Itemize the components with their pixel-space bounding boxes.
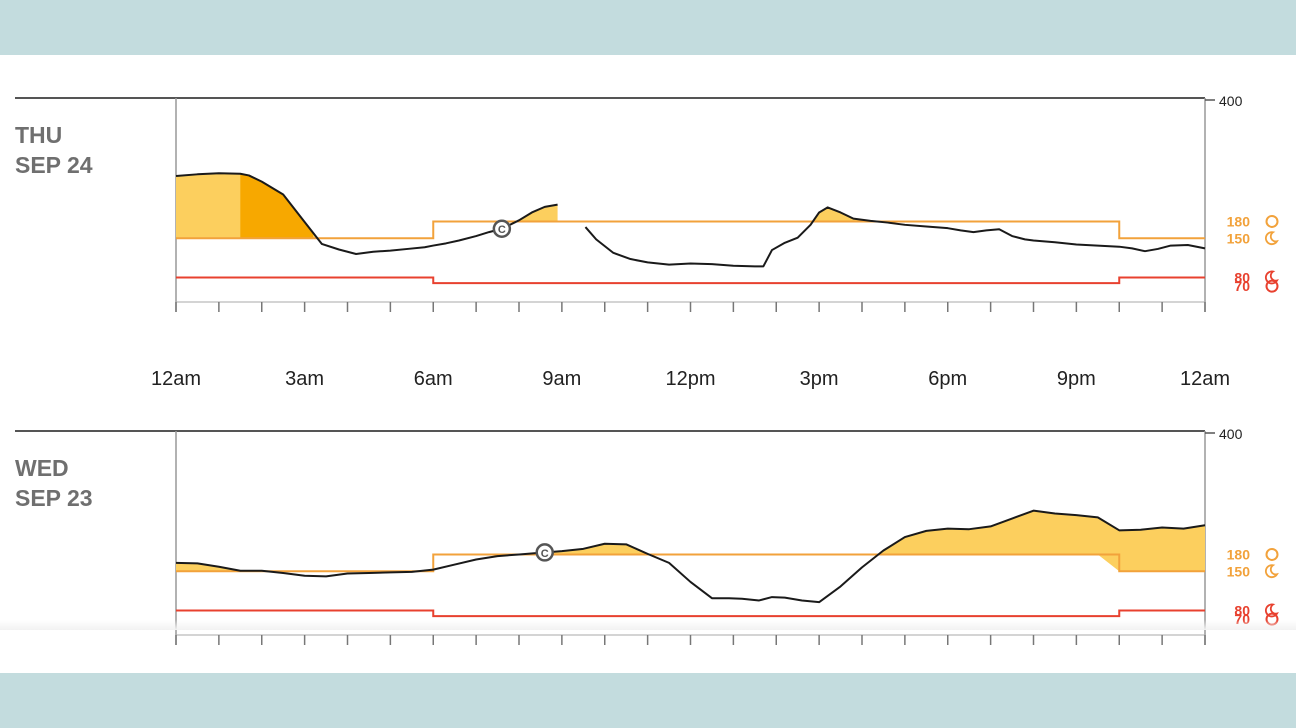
threshold-high-day-label: 180 bbox=[1227, 213, 1251, 229]
day-name: THU bbox=[15, 122, 62, 148]
threshold-high-night-label: 150 bbox=[1227, 563, 1251, 579]
threshold-high-night-label: 150 bbox=[1227, 230, 1251, 246]
threshold-low-day-label: 70 bbox=[1234, 278, 1250, 294]
panel-fade bbox=[0, 620, 1296, 630]
threshold-low-night-label: 80 bbox=[1234, 603, 1250, 619]
calibration-marker: C bbox=[492, 219, 512, 238]
sun-icon bbox=[1265, 214, 1279, 228]
x-tick-label: 9am bbox=[542, 368, 581, 390]
low-threshold-line bbox=[176, 609, 1205, 618]
x-tick-label: 6am bbox=[414, 368, 453, 390]
high-fill-layer bbox=[176, 510, 1205, 572]
high-area bbox=[176, 562, 268, 572]
hour-ticks bbox=[175, 634, 1206, 645]
day-date: SEP 24 bbox=[15, 152, 93, 178]
hour-ticks bbox=[175, 301, 1206, 312]
x-tick-label: 12am bbox=[1180, 368, 1230, 390]
high-area-dark bbox=[240, 173, 314, 239]
calibration-c: C bbox=[498, 224, 506, 236]
x-tick-label: 6pm bbox=[928, 368, 967, 390]
threshold-high-day-label: 180 bbox=[1227, 546, 1251, 562]
ytick-400-label: 400 bbox=[1219, 93, 1243, 109]
calibration-c: C bbox=[541, 548, 549, 560]
moon-icon bbox=[1264, 564, 1279, 579]
calibration-ring bbox=[535, 543, 554, 562]
calibration-ring bbox=[492, 219, 512, 238]
high-fill-dark-layer bbox=[240, 173, 314, 239]
x-tick-label: 9pm bbox=[1057, 368, 1096, 390]
threshold-low-night-label: 80 bbox=[1234, 270, 1250, 286]
sun-icon-body bbox=[1265, 547, 1279, 561]
high-threshold-line bbox=[176, 553, 1205, 573]
moon-icon-shape bbox=[1264, 231, 1279, 246]
sun-icon-body bbox=[1265, 279, 1279, 293]
glucose-line bbox=[584, 206, 1206, 268]
glucose-line bbox=[175, 509, 1206, 604]
day-name: WED bbox=[15, 455, 69, 481]
x-tick-label: 12pm bbox=[665, 368, 715, 390]
moon-icon bbox=[1264, 231, 1279, 246]
high-threshold-line bbox=[176, 220, 1205, 240]
high-area bbox=[516, 204, 558, 222]
calibration-marker: C bbox=[535, 543, 554, 562]
day-date: SEP 23 bbox=[15, 485, 93, 511]
sun-icon bbox=[1265, 279, 1279, 293]
moon-icon-shape bbox=[1264, 564, 1279, 579]
sun-icon bbox=[1265, 547, 1279, 561]
x-tick-label: 3pm bbox=[800, 368, 839, 390]
x-tick-label: 12am bbox=[151, 368, 201, 390]
ytick-400-label: 400 bbox=[1219, 426, 1243, 442]
low-threshold-line bbox=[176, 276, 1205, 285]
sun-icon-body bbox=[1265, 214, 1279, 228]
high-area bbox=[878, 510, 1205, 572]
glucose-report-panel: 400 THU SEP 24 C 180 150 80 70 400 WED SEP 23 C 180 1… bbox=[0, 55, 1296, 673]
x-tick-label: 3am bbox=[285, 368, 324, 390]
